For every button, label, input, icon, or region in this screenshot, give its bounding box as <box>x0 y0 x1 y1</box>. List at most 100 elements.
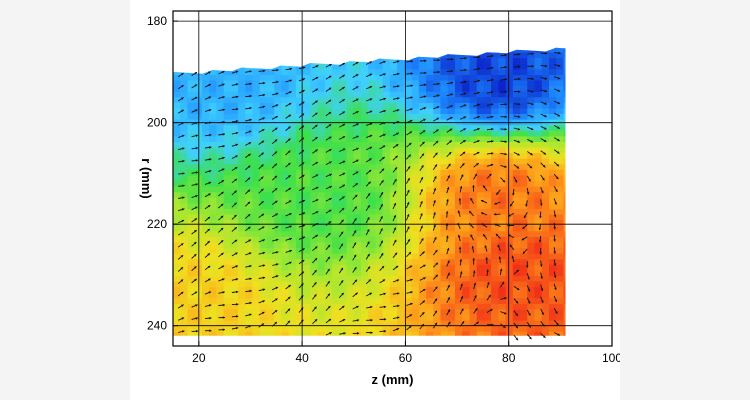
heat-cell <box>216 270 224 276</box>
heat-cell <box>188 209 196 215</box>
heat-cell <box>339 248 347 254</box>
heat-cell <box>267 170 275 176</box>
heat-cell <box>274 231 282 237</box>
heat-cell <box>267 259 275 265</box>
heat-cell <box>325 226 333 232</box>
heat-cell <box>238 164 246 170</box>
heat-cell <box>397 310 405 316</box>
heat-cell <box>318 310 326 316</box>
heat-cell <box>347 176 355 182</box>
heat-cell <box>448 231 456 237</box>
heat-cell <box>332 203 340 209</box>
heat-cell <box>260 326 268 332</box>
heat-cell <box>332 159 340 165</box>
heat-cell <box>238 103 246 109</box>
heat-cell <box>527 231 535 237</box>
heat-cell <box>383 164 391 170</box>
heat-cell <box>173 131 181 137</box>
heat-cell <box>253 75 261 81</box>
heat-cell <box>325 131 333 137</box>
heat-cell <box>412 148 420 154</box>
left-margin-strip <box>0 0 131 400</box>
heat-cell <box>535 164 543 170</box>
heat-cell <box>325 326 333 332</box>
heat-cell <box>209 114 217 120</box>
heat-cell <box>498 176 506 182</box>
heat-cell <box>527 109 535 115</box>
heat-cell <box>347 81 355 87</box>
heat-cell <box>491 58 499 64</box>
heat-cell <box>325 276 333 282</box>
heat-cell <box>202 103 210 109</box>
heat-cell <box>224 287 232 293</box>
heat-cell <box>231 248 239 254</box>
heat-cell <box>224 198 232 204</box>
heat-cell <box>397 69 405 75</box>
heat-cell <box>549 226 557 232</box>
heat-cell <box>383 131 391 137</box>
heat-cell <box>224 148 232 154</box>
heat-cell <box>224 226 232 232</box>
heat-cell <box>253 276 261 282</box>
heat-cell <box>253 114 261 120</box>
heat-cell <box>339 142 347 148</box>
heat-cell <box>354 64 362 70</box>
heat-cell <box>253 109 261 115</box>
heat-cell <box>455 131 463 137</box>
heat-cell <box>383 181 391 187</box>
heat-cell <box>325 92 333 98</box>
heat-cell <box>318 293 326 299</box>
heat-cell <box>216 136 224 142</box>
heat-cell <box>426 170 434 176</box>
heat-cell <box>339 103 347 109</box>
heat-cell <box>535 109 543 115</box>
heat-cell <box>180 75 188 81</box>
heat-cell <box>267 131 275 137</box>
heat-cell <box>484 203 492 209</box>
heat-cell <box>310 293 318 299</box>
heat-cell <box>376 293 384 299</box>
heat-cell <box>455 203 463 209</box>
heat-cell <box>506 75 514 81</box>
heat-cell <box>448 326 456 332</box>
heat-cell <box>535 215 543 221</box>
heat-cell <box>209 209 217 215</box>
heat-cell <box>556 254 564 260</box>
heat-cell <box>376 187 384 193</box>
heat-cell <box>354 181 362 187</box>
heat-cell <box>339 69 347 75</box>
heat-cell <box>318 187 326 193</box>
heat-cell <box>506 248 514 254</box>
heat-cell <box>491 125 499 131</box>
heat-cell <box>527 304 535 310</box>
heat-cell <box>412 326 420 332</box>
heat-cell <box>282 69 290 75</box>
heat-cell <box>253 293 261 299</box>
heat-cell <box>325 287 333 293</box>
heat-cell <box>390 136 398 142</box>
heat-cell <box>535 315 543 321</box>
heat-cell <box>325 237 333 243</box>
heat-cell <box>513 142 521 148</box>
heat-cell <box>354 187 362 193</box>
heat-cell <box>282 243 290 249</box>
heat-cell <box>383 136 391 142</box>
heat-cell <box>274 75 282 81</box>
heat-cell <box>173 92 181 98</box>
heat-cell <box>390 209 398 215</box>
heat-cell <box>282 226 290 232</box>
heat-cell <box>542 170 550 176</box>
heat-cell <box>462 203 470 209</box>
heat-cell <box>462 181 470 187</box>
heat-cell <box>318 109 326 115</box>
heat-cell <box>520 53 528 59</box>
heat-cell <box>542 109 550 115</box>
heat-cell <box>419 209 427 215</box>
heat-cell <box>397 131 405 137</box>
heat-cell <box>209 187 217 193</box>
heat-cell <box>354 125 362 131</box>
heat-cell <box>325 103 333 109</box>
heat-cell <box>433 92 441 98</box>
heat-cell <box>188 86 196 92</box>
heat-cell <box>462 64 470 70</box>
